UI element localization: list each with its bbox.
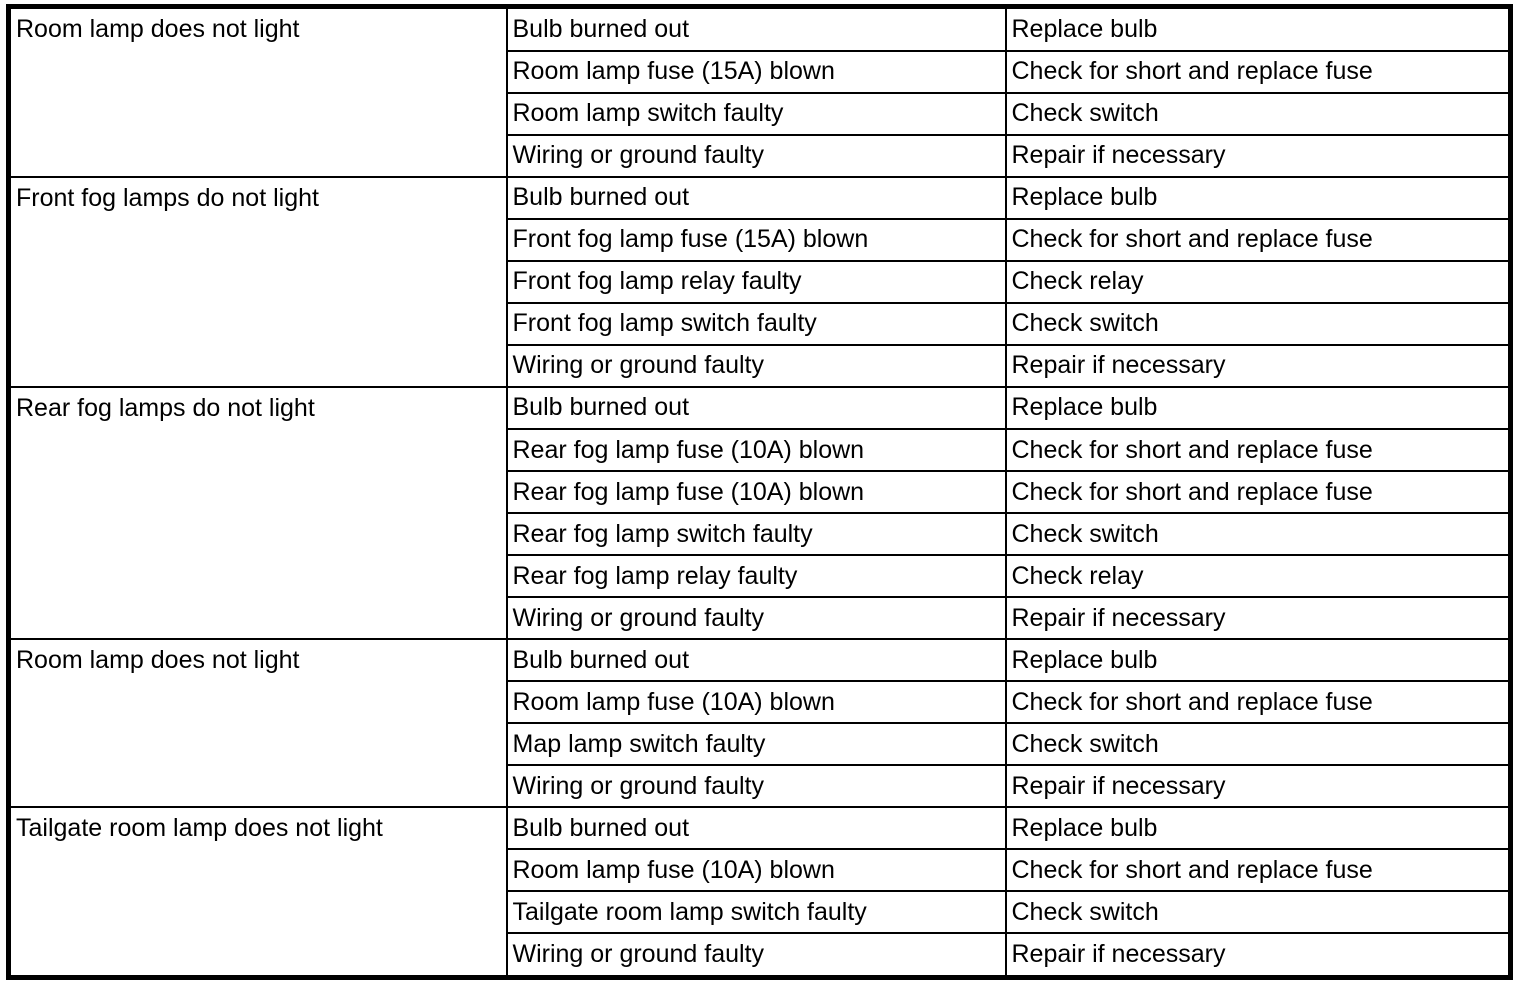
remedy-cell: Repair if necessary (1004, 595, 1512, 641)
remedy-cell: Repair if necessary (1004, 764, 1512, 809)
table-row: Front fog lamps do not light Bulb burned … (7, 175, 1512, 388)
table-row: Wiring or ground faulty Repair if necessa… (9, 343, 1512, 388)
table-row: Rear fog lamp relay faulty Check relay (9, 553, 1512, 598)
cause-cell: Room lamp fuse (10A) blown (505, 848, 1007, 893)
table-row: Rear fog lamp switch faulty Check switch (9, 511, 1512, 556)
table-row: Wiring or ground faulty Repair if necessa… (9, 764, 1512, 809)
cause-cell: Rear fog lamp switch faulty (505, 511, 1007, 556)
remedy-cell: Repair if necessary (1004, 133, 1512, 178)
remedy-cell: Check switch (1004, 722, 1512, 767)
cause-cell: Map lamp switch faulty (505, 722, 1007, 767)
symptom-cell: Room lamp does not light (7, 5, 508, 178)
remedy-cell: Check for short and replace fuse (1004, 217, 1512, 262)
remedy-cell: Repair if necessary (1004, 343, 1512, 388)
remedy-cell: Repair if necessary (1004, 932, 1512, 979)
cause-cell: Room lamp switch faulty (505, 91, 1007, 136)
table-row: Wiring or ground faulty Repair if necessa… (9, 595, 1512, 641)
cause-cell: Rear fog lamp relay faulty (505, 553, 1007, 598)
remedy-cell: Check relay (1004, 553, 1512, 598)
cause-cell: Bulb burned out (505, 175, 1007, 220)
cause-cell: Wiring or ground faulty (505, 764, 1007, 809)
cause-cell: Wiring or ground faulty (505, 343, 1007, 388)
table-row: Rear fog lamp fuse (10A) blown Check for … (9, 469, 1512, 514)
remedy-cell: Check for short and replace fuse (1004, 427, 1512, 472)
cause-cell: Wiring or ground faulty (505, 932, 1007, 979)
cause-cell: Front fog lamp fuse (15A) blown (505, 217, 1007, 262)
table-row: Room lamp fuse (15A) blown Check for shor… (9, 49, 1512, 94)
cause-cell: Rear fog lamp fuse (10A) blown (505, 469, 1007, 514)
cause-cell: Bulb burned out (505, 806, 1007, 851)
table-row: Room lamp fuse (10A) blown Check for shor… (9, 848, 1512, 893)
table-row: Map lamp switch faulty Check switch (9, 722, 1512, 767)
remedy-cell: Replace bulb (1004, 385, 1512, 430)
remedy-cell: Check switch (1004, 511, 1512, 556)
table-row: Wiring or ground faulty Repair if necessa… (9, 133, 1512, 178)
remedy-cell: Check relay (1004, 259, 1512, 304)
troubleshooting-table-body: Room lamp does not light Bulb burned out R… (7, 5, 1512, 979)
symptom-cell: Room lamp does not light (7, 638, 508, 809)
cause-cell: Bulb burned out (505, 5, 1007, 52)
cause-cell: Room lamp fuse (15A) blown (505, 49, 1007, 94)
remedy-cell: Replace bulb (1004, 806, 1512, 851)
symptom-cell: Front fog lamps do not light (7, 175, 508, 388)
cause-cell: Bulb burned out (505, 638, 1007, 683)
symptom-cell: Tailgate room lamp does not light (7, 806, 508, 979)
table-row: Wiring or ground faulty Repair if necessa… (9, 932, 1512, 979)
table-row: Tailgate room lamp switch faulty Check sw… (9, 890, 1512, 935)
table-row: Front fog lamp fuse (15A) blown Check for… (9, 217, 1512, 262)
remedy-cell: Check switch (1004, 890, 1512, 935)
cause-cell: Wiring or ground faulty (505, 595, 1007, 641)
cause-cell: Rear fog lamp fuse (10A) blown (505, 427, 1007, 472)
cause-cell: Front fog lamp switch faulty (505, 301, 1007, 346)
remedy-cell: Check for short and replace fuse (1004, 49, 1512, 94)
cause-cell: Tailgate room lamp switch faulty (505, 890, 1007, 935)
remedy-cell: Check switch (1004, 91, 1512, 136)
remedy-cell: Check for short and replace fuse (1004, 848, 1512, 893)
cause-cell: Front fog lamp relay faulty (505, 259, 1007, 304)
remedy-cell: Check switch (1004, 301, 1512, 346)
cause-cell: Bulb burned out (505, 385, 1007, 430)
remedy-cell: Replace bulb (1004, 5, 1512, 52)
remedy-cell: Replace bulb (1004, 175, 1512, 220)
table-row: Front fog lamp relay faulty Check relay (9, 259, 1512, 304)
remedy-cell: Check for short and replace fuse (1004, 680, 1512, 725)
remedy-cell: Replace bulb (1004, 638, 1512, 683)
cause-cell: Wiring or ground faulty (505, 133, 1007, 178)
table-row: Front fog lamp switch faulty Check switch (9, 301, 1512, 346)
table-row: Room lamp does not light Bulb burned out R… (7, 5, 1512, 178)
table-row: Room lamp switch faulty Check switch (9, 91, 1512, 136)
table-row: Rear fog lamp fuse (10A) blown Check for … (9, 427, 1512, 472)
table-row: Room lamp does not light Bulb burned out R… (7, 638, 1512, 809)
table-row: Room lamp fuse (10A) blown Check for shor… (9, 680, 1512, 725)
remedy-cell: Check for short and replace fuse (1004, 469, 1512, 514)
cause-cell: Room lamp fuse (10A) blown (505, 680, 1007, 725)
table-row: Tailgate room lamp does not light Bulb bu… (7, 806, 1512, 979)
symptom-cell: Rear fog lamps do not light (7, 385, 508, 641)
troubleshooting-table: Room lamp does not light Bulb burned out R… (6, 4, 1513, 980)
table-row: Rear fog lamps do not light Bulb burned o… (7, 385, 1512, 641)
